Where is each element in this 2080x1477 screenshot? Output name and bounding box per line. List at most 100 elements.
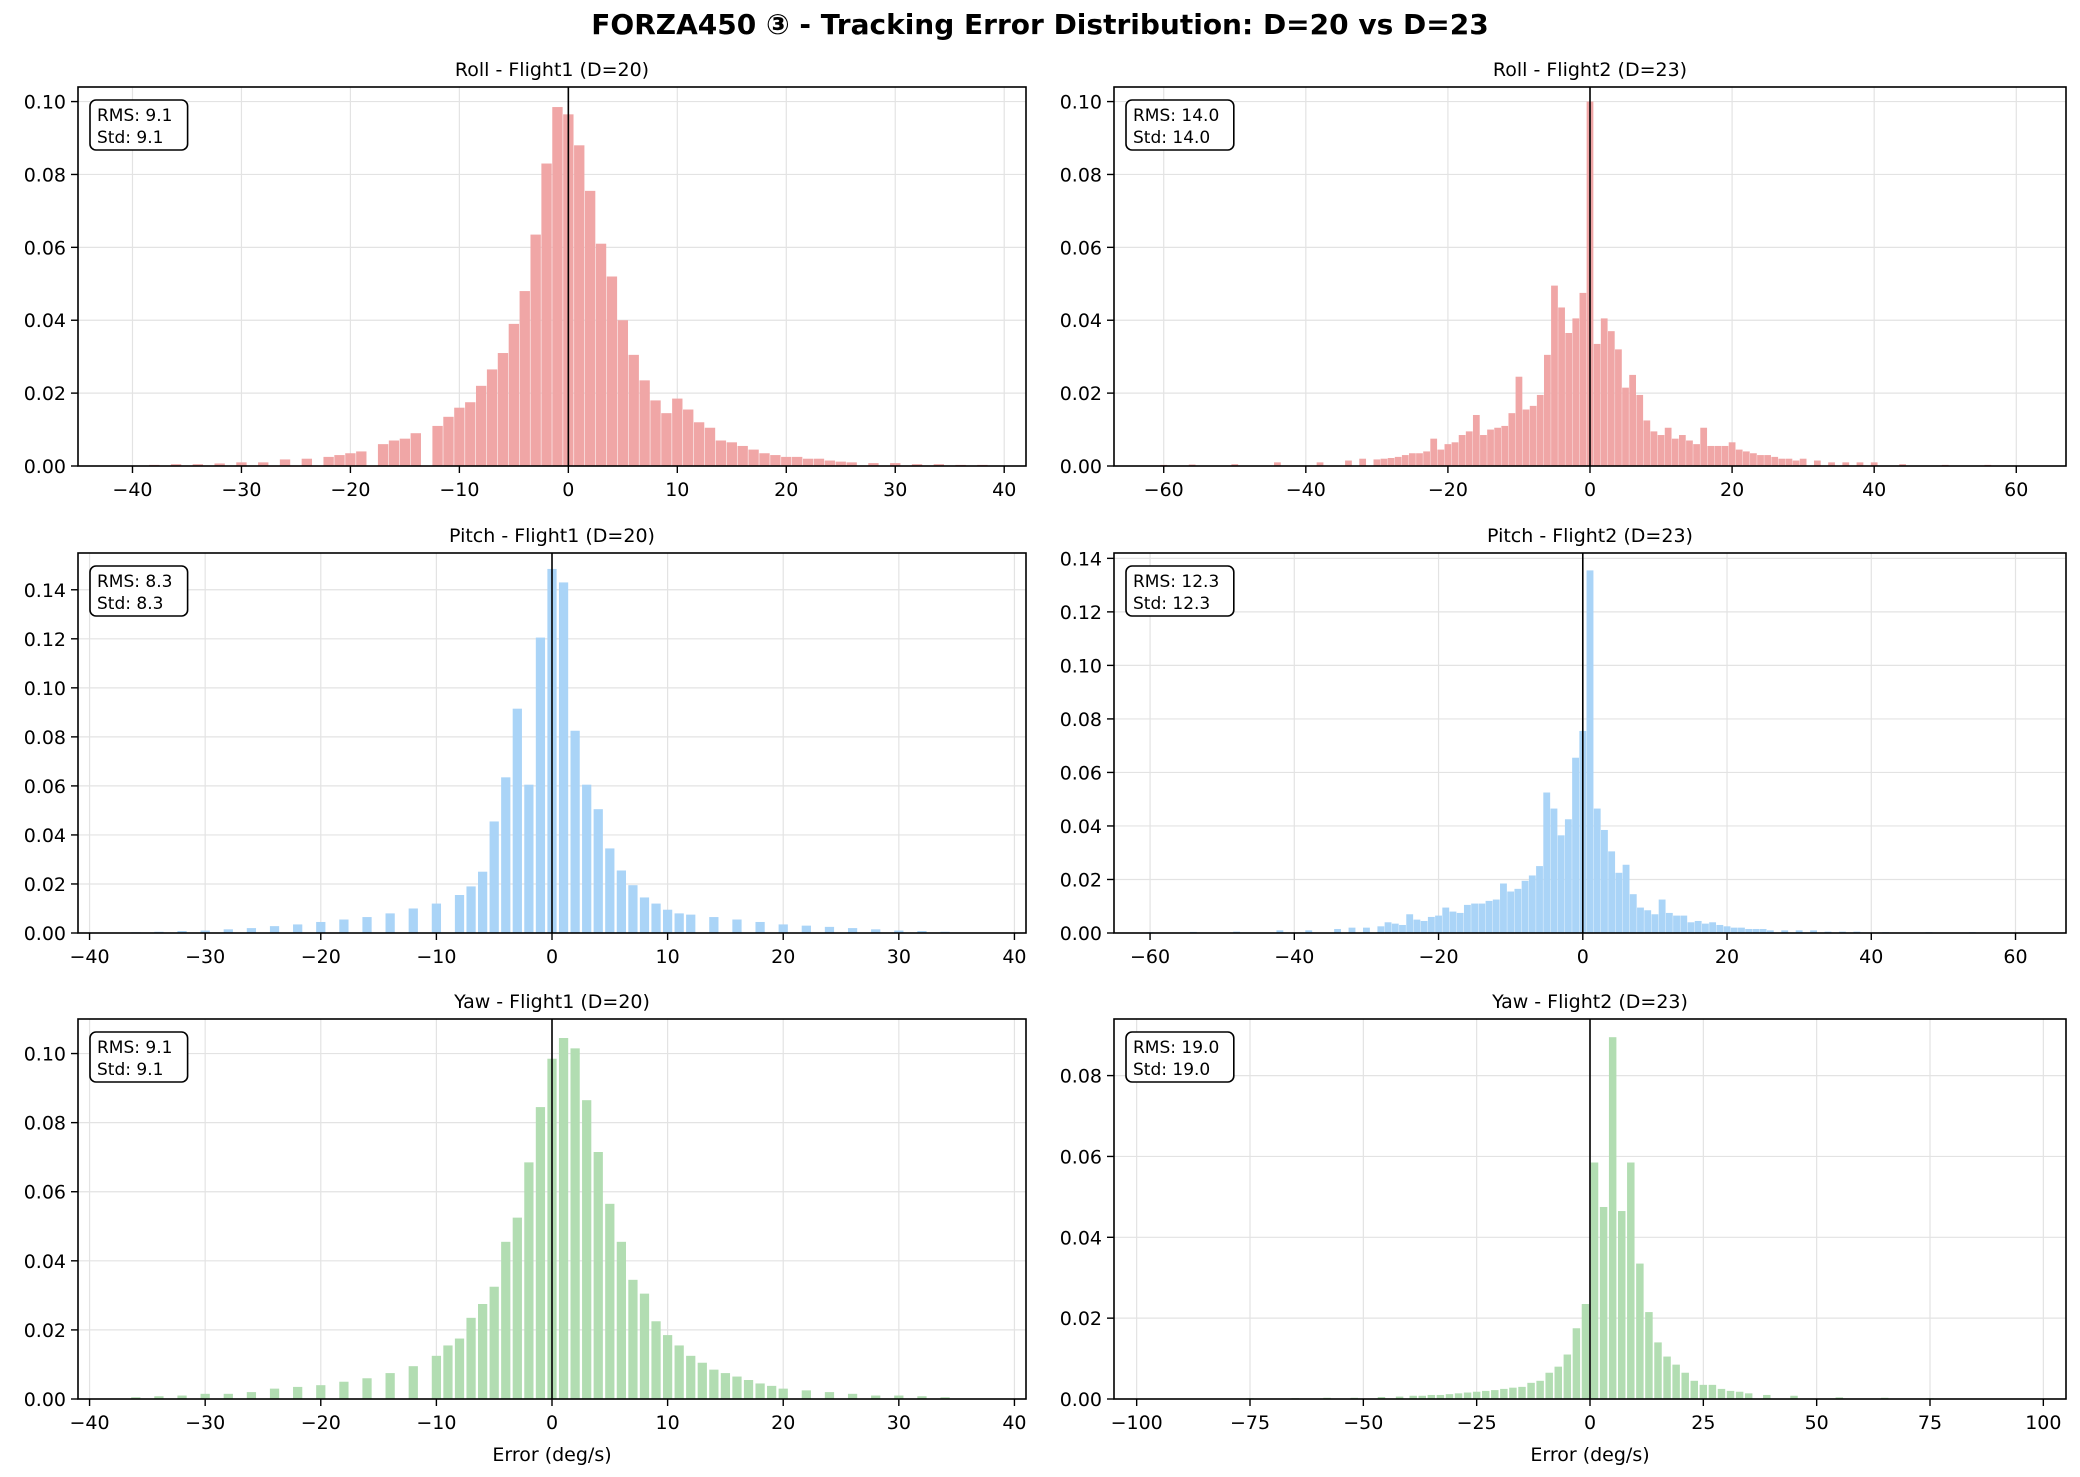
chart-2-bar [1543, 354, 1551, 466]
chart-3-bar [558, 582, 569, 933]
chart-1-bar [301, 458, 313, 466]
chart-1-bar [693, 422, 705, 466]
chart-1-bar [345, 453, 356, 466]
chart-2-bar [1828, 462, 1835, 466]
chart-1-ytick-label: 0.10 [24, 92, 66, 114]
chart-1-xtick-label: −20 [330, 479, 370, 501]
chart-4-xtick-label: 60 [2003, 946, 2027, 968]
chart-2-xtick-label: −40 [1286, 479, 1326, 501]
chart-5-stats-box [89, 1031, 189, 1083]
chart-6-xtick-label: −100 [1111, 1412, 1163, 1434]
chart-5-bar [316, 1385, 326, 1399]
chart-2-bar [1579, 292, 1587, 466]
chart-1-bar [628, 354, 639, 466]
chart-1-bar [541, 163, 552, 466]
chart-5-xtick-label: −20 [301, 1412, 341, 1434]
chart-3-bar [917, 931, 927, 933]
chart-2-bar [1536, 394, 1544, 466]
chart-2-bar [1451, 442, 1459, 466]
chart-1-bar [323, 456, 334, 466]
chart-1-ytick-label: 0.00 [24, 456, 66, 478]
chart-2-bar [1785, 458, 1793, 466]
chart-2-bar [1480, 435, 1487, 466]
chart-3-bar [570, 730, 580, 933]
chart-4-bar [1276, 930, 1284, 933]
chart-1-bar [683, 409, 694, 466]
chart-3-ytick-label: 0.10 [24, 678, 66, 700]
chart-5-bar [720, 1373, 731, 1399]
chart-3-bar [778, 924, 788, 933]
chart-3-ytick-label: 0.00 [24, 923, 66, 945]
chart-6-xtick-label: 0 [1584, 1412, 1596, 1434]
chart-6-xtick-label: 100 [2025, 1412, 2061, 1434]
chart-6-bar [1654, 1342, 1662, 1399]
chart-5-ytick-label: 0.06 [24, 1182, 66, 1204]
chart-4-title: Pitch - Flight2 (D=23) [1487, 525, 1693, 547]
chart-6-bar [1427, 1394, 1436, 1399]
chart-5-bar [408, 1366, 418, 1399]
chart-1-axes-frame [77, 86, 1027, 467]
chart-2-bar [1750, 453, 1757, 466]
chart-4-bar [1723, 926, 1731, 933]
chart-3-bar [431, 903, 442, 933]
chart-3-xtick-label: −40 [70, 946, 110, 968]
chart-4-bar [1334, 928, 1342, 933]
chart-2-bar [1565, 332, 1573, 466]
chart-4-ytick-label: 0.14 [1060, 548, 1102, 570]
chart-2-bar [1899, 464, 1906, 466]
chart-1-bar [824, 460, 836, 466]
chart-1-bar [715, 440, 727, 466]
chart-4-bar [1600, 829, 1608, 933]
chart-5-title: Yaw - Flight1 (D=20) [453, 991, 650, 1013]
chart-2-bar [1607, 331, 1615, 466]
chart-3-title: Pitch - Flight1 (D=20) [449, 525, 655, 547]
chart-6-bar [1663, 1356, 1671, 1399]
chart-2-bar [1735, 449, 1743, 466]
chart-3-bar [639, 897, 650, 933]
chart-4-bar [1456, 912, 1464, 933]
chart-4-bar [1730, 927, 1738, 933]
chart-1-bar [192, 464, 204, 466]
chart-5-bar [443, 1345, 453, 1399]
chart-4-bar [1701, 923, 1709, 933]
chart-5-xtick-label: 30 [887, 1412, 911, 1434]
chart-6-bar [1790, 1395, 1798, 1399]
chart-3-bar [801, 925, 811, 933]
chart-3-bar [605, 848, 615, 933]
chart-3-bar [293, 924, 303, 933]
chart-6-bar [1377, 1396, 1386, 1399]
chart-1-bar [813, 458, 825, 466]
chart-1-xtick-label: 0 [562, 479, 574, 501]
chart-3-xtick-label: 0 [546, 946, 558, 968]
chart-4-bar [1810, 930, 1818, 933]
chart-4-bar [1766, 930, 1774, 933]
chart-5-bar [743, 1380, 754, 1399]
chart-3-xtick-label: 10 [656, 946, 680, 968]
chart-2-ytick-label: 0.00 [1060, 456, 1102, 478]
chart-6-stats-box [1125, 1031, 1235, 1083]
chart-4-bar [1536, 866, 1543, 933]
chart-3-xtick-label: −30 [185, 946, 225, 968]
chart-5-bar [570, 1048, 580, 1399]
chart-4-bar [1709, 922, 1717, 933]
chart-2-bar [1316, 462, 1324, 466]
chart-2-bar [1508, 413, 1516, 466]
chart-3-bar [385, 913, 395, 933]
chart-1-ytick-label: 0.08 [24, 164, 66, 186]
chart-6-bar [1563, 1354, 1572, 1399]
chart-4-bar [1629, 894, 1637, 933]
chart-1-bar [377, 444, 389, 466]
chart-1-bar [759, 453, 770, 466]
chart-5-stats-line: RMS: 9.1 [97, 1038, 172, 1058]
chart-2-ytick-label: 0.10 [1060, 92, 1102, 114]
chart-4-bar [1348, 927, 1356, 933]
chart-6-bar [1835, 1397, 1844, 1399]
chart-6-xtick-label: 25 [1691, 1412, 1715, 1434]
chart-6-bar [1726, 1390, 1735, 1399]
chart-5-bar [269, 1388, 280, 1399]
chart-3-bar [223, 929, 233, 933]
chart-6-bar [1536, 1380, 1544, 1399]
chart-4-bar [1500, 883, 1507, 933]
chart-4-xtick-label: −40 [1274, 946, 1314, 968]
chart-5-bar [917, 1396, 927, 1399]
